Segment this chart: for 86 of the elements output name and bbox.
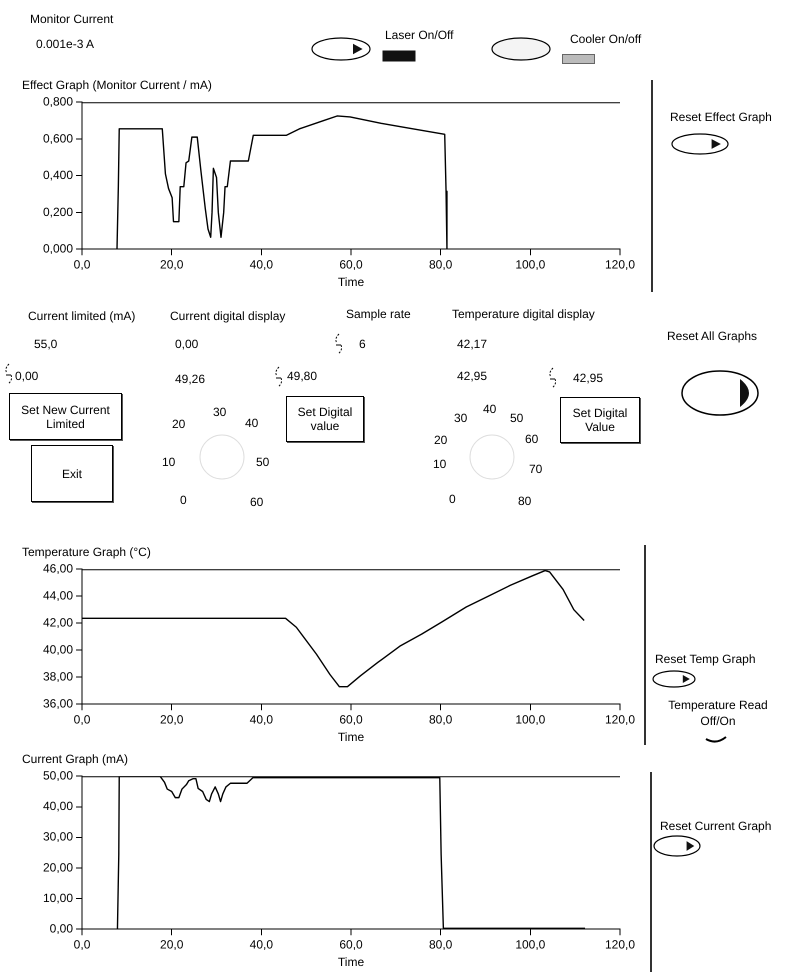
x-tick-label: 0,0 [74, 938, 91, 952]
y-tick-label: 30,00 [43, 830, 74, 844]
y-tick-label: 44,00 [43, 588, 74, 603]
push-button: Set Digital Value [560, 397, 640, 443]
text: 49,80 [287, 369, 318, 383]
text: 40 [483, 402, 496, 416]
text: 40 [245, 416, 258, 430]
text: 70 [529, 462, 542, 476]
text: 0 [449, 492, 456, 506]
x-tick-label: 40,0 [250, 712, 274, 727]
x-tick-label: 100,0 [515, 258, 546, 272]
y-tick-label: 0,000 [43, 242, 74, 256]
text: 0,00 [15, 369, 38, 383]
y-tick-label: 10,00 [43, 890, 74, 905]
text: Temperature digital display [452, 307, 595, 321]
text: 50 [510, 411, 524, 425]
text: Monitor Current [30, 12, 114, 26]
text: 6 [359, 337, 366, 351]
text: 20 [434, 433, 448, 447]
y-tick-label: 0,600 [43, 131, 74, 146]
x-tick-label: 40,0 [250, 938, 274, 952]
text: 55,0 [34, 337, 58, 351]
text: 49,26 [175, 372, 206, 386]
push-button: Set Digital value [286, 396, 364, 442]
x-tick-label: 60,0 [339, 938, 364, 952]
text: Temperature Read Off/On [667, 697, 769, 729]
x-tick-label: 60,0 [339, 712, 364, 727]
x-tick-label: 120,0 [604, 258, 636, 272]
y-tick-label: 50,00 [43, 768, 74, 783]
text: 30 [213, 405, 226, 419]
text: Reset Effect Graph [670, 110, 772, 124]
push-button: Set New Current Limited [9, 393, 122, 440]
push-button: Exit [31, 445, 113, 502]
y-tick-label: 0,800 [43, 94, 74, 109]
x-tick-label: 0,0 [74, 258, 91, 272]
x-tick-label: 20,0 [160, 258, 184, 272]
x-tick-label: 80,0 [428, 258, 453, 272]
x-tick-label: 100,0 [515, 712, 546, 727]
x-tick-label: 80,0 [428, 938, 453, 952]
text: 20 [172, 417, 186, 431]
text: 0 [180, 493, 187, 507]
y-tick-label: 20,00 [43, 860, 74, 874]
text: 0.001e-3 A [36, 37, 94, 51]
text: 42,17 [457, 337, 488, 351]
text: 80 [518, 494, 532, 508]
text: 60 [250, 495, 264, 509]
x-tick-label: 20,0 [160, 938, 184, 952]
x-axis-title: Time [338, 275, 364, 290]
text: Sample rate [346, 307, 411, 321]
text: Reset Temp Graph [655, 652, 756, 666]
text: 0,00 [175, 337, 198, 351]
text: Reset All Graphs [667, 329, 758, 343]
text: Reset Current Graph [660, 819, 772, 833]
chart-title: Effect Graph (Monitor Current / mA) [22, 78, 212, 92]
text: 50 [256, 455, 270, 469]
text: 60 [525, 432, 538, 446]
x-tick-label: 100,0 [515, 938, 546, 952]
text: 10 [433, 457, 446, 471]
chart-title: Temperature Graph (°C) [22, 545, 151, 559]
text: Current digital display [170, 309, 286, 323]
y-tick-label: 38,00 [43, 670, 74, 684]
y-tick-label: 46,00 [43, 562, 74, 576]
x-axis-title: Time [338, 730, 364, 744]
text: Laser On/Off [385, 28, 454, 42]
text: Cooler On/off [570, 32, 642, 46]
text: 10 [162, 455, 176, 469]
x-tick-label: 60,0 [339, 258, 364, 272]
x-tick-label: 0,0 [74, 712, 91, 727]
y-tick-label: 40,00 [43, 799, 74, 814]
y-tick-label: 36,00 [43, 696, 74, 711]
x-tick-label: 20,0 [160, 712, 184, 727]
y-tick-label: 0,400 [43, 168, 74, 182]
chart-title: Current Graph (mA) [22, 752, 128, 766]
text: 42,95 [573, 371, 604, 385]
x-tick-label: 40,0 [250, 258, 274, 272]
y-tick-label: 0,200 [43, 204, 74, 219]
text: 42,95 [457, 369, 488, 383]
text: Current limited (mA) [28, 309, 136, 323]
x-tick-label: 120,0 [604, 712, 636, 727]
x-tick-label: 120,0 [604, 938, 636, 952]
y-tick-label: 0,00 [50, 922, 74, 936]
y-tick-label: 40,00 [43, 642, 74, 657]
text: 30 [454, 411, 468, 425]
x-tick-label: 80,0 [428, 712, 453, 727]
x-axis-title: Time [338, 955, 364, 970]
y-tick-label: 42,00 [43, 616, 74, 630]
